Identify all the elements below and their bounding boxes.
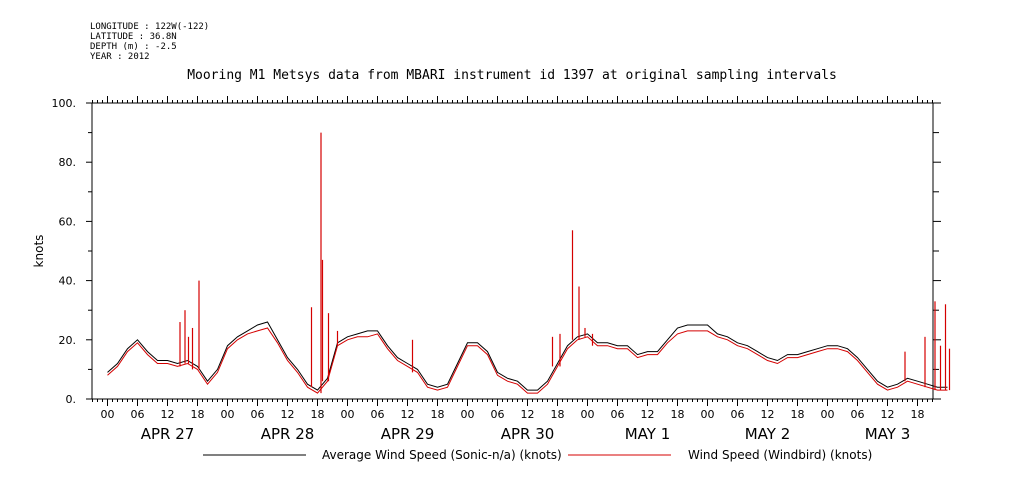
depth-text: DEPTH (m) : -2.5 xyxy=(90,42,177,52)
x-tick-label: 06 xyxy=(251,408,265,421)
chart-title: Mooring M1 Metsys data from MBARI instru… xyxy=(187,68,837,83)
day-label: MAY 3 xyxy=(865,425,911,443)
longitude-text: LONGITUDE : 122W(-122) xyxy=(90,22,210,32)
y-tick-label: 20. xyxy=(59,334,77,347)
x-tick-label: 00 xyxy=(701,408,715,421)
x-tick-label: 00 xyxy=(581,408,595,421)
x-tick-label: 06 xyxy=(611,408,625,421)
day-label: APR 27 xyxy=(141,425,195,443)
x-tick-label: 12 xyxy=(161,408,175,421)
x-tick-label: 18 xyxy=(791,408,805,421)
day-label: APR 30 xyxy=(501,425,555,443)
x-tick-label: 18 xyxy=(431,408,445,421)
x-tick-label: 18 xyxy=(191,408,205,421)
x-tick-label: 06 xyxy=(851,408,865,421)
y-tick-label: 40. xyxy=(59,275,77,288)
day-label: APR 28 xyxy=(261,425,315,443)
x-tick-label: 18 xyxy=(551,408,565,421)
x-tick-label: 00 xyxy=(221,408,235,421)
x-tick-label: 00 xyxy=(341,408,355,421)
x-tick-label: 18 xyxy=(911,408,925,421)
x-tick-label: 12 xyxy=(641,408,655,421)
metadata-block: LONGITUDE : 122W(-122) LATITUDE : 36.8N … xyxy=(90,22,209,62)
x-tick-label: 12 xyxy=(881,408,895,421)
latitude-text: LATITUDE : 36.8N xyxy=(90,32,177,42)
y-tick-label: 0. xyxy=(66,393,77,406)
x-tick-label: 12 xyxy=(401,408,415,421)
x-tick-label: 00 xyxy=(821,408,835,421)
x-tick-label: 18 xyxy=(311,408,325,421)
x-tick-label: 06 xyxy=(131,408,145,421)
x-tick-label: 18 xyxy=(671,408,685,421)
x-tick-label: 12 xyxy=(281,408,295,421)
year-text: YEAR : 2012 xyxy=(90,52,150,62)
x-tick-label: 06 xyxy=(371,408,385,421)
y-tick-label: 80. xyxy=(59,156,77,169)
x-tick-label: 06 xyxy=(491,408,505,421)
y-tick-label: 60. xyxy=(59,215,77,228)
legend-label-windbird: Wind Speed (Windbird) (knots) xyxy=(688,448,872,462)
y-axis-label: knots xyxy=(32,235,46,268)
x-tick-label: 06 xyxy=(731,408,745,421)
day-label: MAY 1 xyxy=(625,425,671,443)
y-tick-label: 100. xyxy=(52,97,77,110)
day-label: APR 29 xyxy=(381,425,435,443)
x-tick-label: 12 xyxy=(521,408,535,421)
sonic-wind-line xyxy=(107,321,948,391)
x-tick-label: 00 xyxy=(461,408,475,421)
x-tick-label: 12 xyxy=(761,408,775,421)
day-label: MAY 2 xyxy=(745,425,791,443)
windbird-wind-line xyxy=(107,327,948,394)
legend-label-sonic: Average Wind Speed (Sonic-n/a) (knots) xyxy=(322,448,562,462)
x-tick-label: 00 xyxy=(101,408,115,421)
